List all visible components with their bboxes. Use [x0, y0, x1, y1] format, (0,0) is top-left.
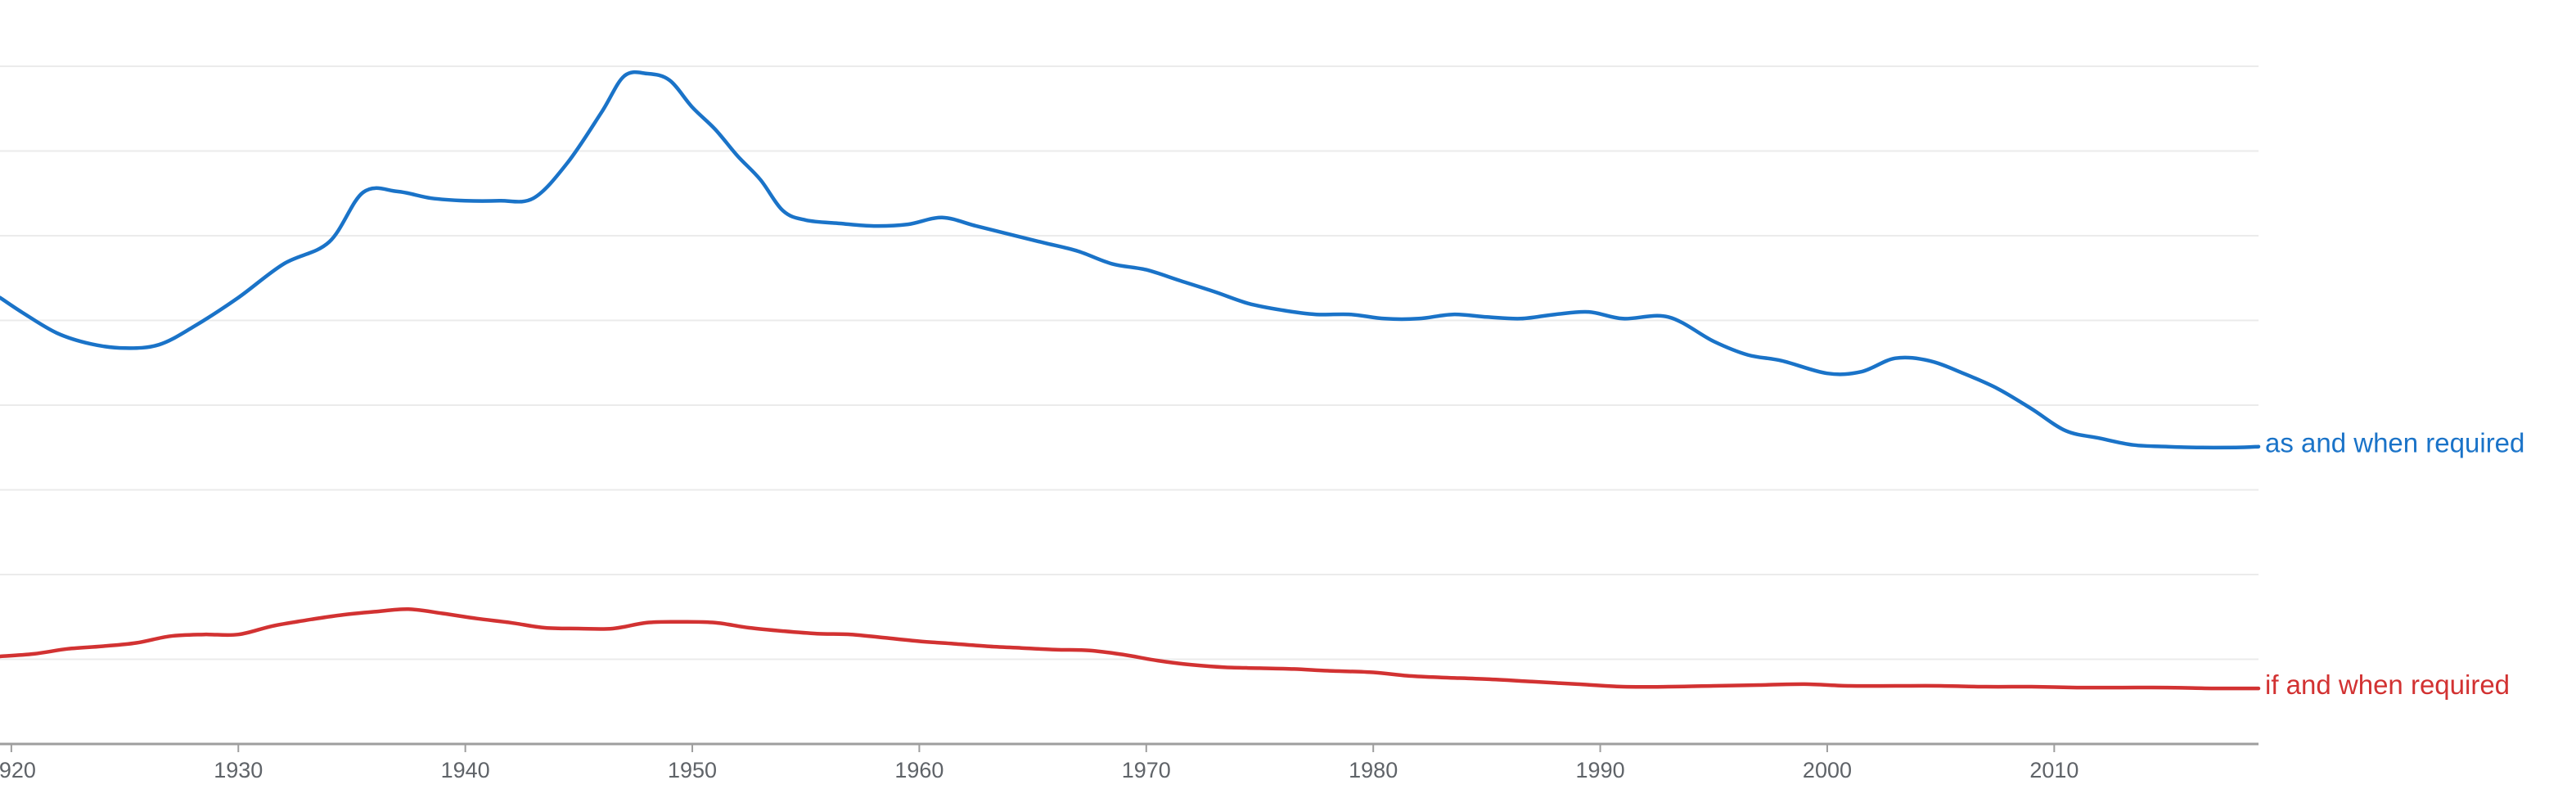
x-tick-label-1920: 1920 [0, 758, 36, 782]
x-tick-label-1990: 1990 [1576, 758, 1625, 782]
series-label-if-and-when-required: if and when required [2265, 669, 2510, 700]
series-labels: as and when required if and when required [2265, 427, 2524, 699]
x-axis-ticks: 1920 1930 1940 1950 1960 1970 1980 1990 2000 2010 [0, 744, 2078, 782]
series-label-as-and-when-required: as and when required [2265, 427, 2524, 458]
x-tick-label-1970: 1970 [1122, 758, 1171, 782]
x-tick-label-1930: 1930 [214, 758, 263, 782]
x-tick-label-2000: 2000 [1803, 758, 1852, 782]
x-tick-label-1980: 1980 [1349, 758, 1398, 782]
series-line-if-and-when-required [0, 607, 2261, 691]
x-tick-label-1960: 1960 [894, 758, 943, 782]
x-tick-label-1950: 1950 [668, 758, 717, 782]
x-tick-label-2010: 2010 [2029, 758, 2078, 782]
gridlines [0, 65, 2259, 660]
series-lines [0, 70, 2261, 691]
series-line-as-and-when-required [0, 70, 2261, 450]
x-tick-label-1940: 1940 [441, 758, 490, 782]
